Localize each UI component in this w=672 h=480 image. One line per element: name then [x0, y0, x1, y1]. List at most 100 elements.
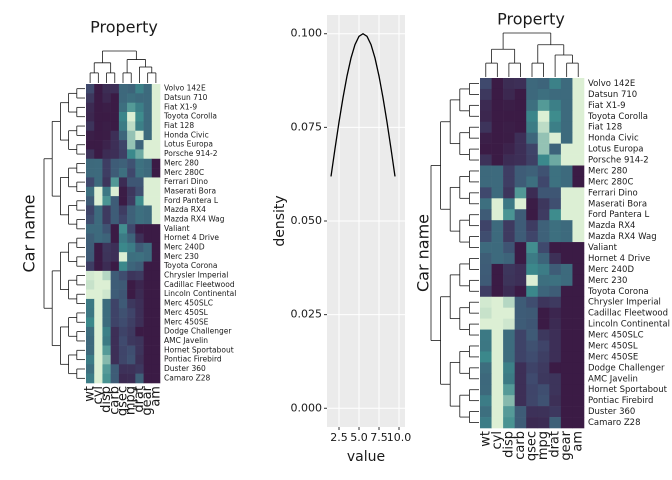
heatmap-cell — [549, 198, 562, 210]
heatmap-cell — [143, 317, 153, 328]
heatmap-cell — [135, 112, 144, 122]
heatmap-cell — [86, 149, 95, 160]
heatmap-cell — [514, 263, 527, 276]
heatmap-cell — [127, 270, 136, 281]
heatmap-cell — [526, 296, 539, 308]
heatmap-cell — [537, 110, 550, 123]
heatmap-cell — [86, 186, 95, 197]
heatmap-cell — [151, 242, 161, 253]
heatmap-cell — [560, 143, 573, 155]
heatmap-cell — [549, 253, 562, 265]
heatmap-cell — [491, 209, 504, 221]
heatmap-cell — [94, 168, 103, 178]
heatmap-cell — [526, 242, 539, 254]
column-label: gear — [140, 385, 155, 415]
heatmap-cell — [572, 88, 585, 101]
column-label: qsec — [525, 431, 540, 461]
heatmap-cell — [86, 317, 95, 328]
row-label: Honda Civic — [164, 130, 209, 139]
heatmap-cell — [503, 318, 515, 330]
row-label: Volvo 142E — [164, 84, 206, 93]
heatmap-cell — [549, 362, 562, 374]
heatmap-cell — [491, 253, 504, 265]
heatmap-cell — [118, 214, 128, 225]
row-label: Fiat X1-9 — [588, 101, 626, 111]
heatmap-cell — [151, 102, 161, 113]
heatmap-cell — [110, 84, 120, 94]
row-label: Ferrari Dino — [588, 188, 638, 198]
heatmap-cell — [491, 329, 504, 341]
heatmap-cell — [110, 298, 120, 309]
heatmap-cell — [118, 289, 128, 300]
heatmap-cell — [102, 336, 111, 346]
heatmap-cell — [94, 270, 103, 281]
heatmap-cell — [127, 84, 136, 94]
heatmap-cell — [526, 78, 539, 90]
heatmap-cell — [143, 261, 153, 272]
heatmap-cell — [480, 329, 492, 341]
heatmap-cell — [491, 307, 504, 319]
heatmap-cell — [480, 220, 492, 232]
row-label: Hornet Sportabout — [588, 385, 668, 395]
heatmap-cell — [480, 373, 492, 385]
heatmap-cell — [110, 289, 120, 300]
heatmap-cell — [480, 99, 492, 112]
heatmap-cell — [560, 351, 573, 363]
heatmap-cell — [503, 296, 515, 308]
row-label: Duster 360 — [588, 407, 635, 417]
heatmap-cell — [143, 112, 153, 122]
heatmap-cell — [514, 384, 527, 396]
heatmap-cell — [503, 220, 515, 232]
heatmap-cell — [549, 263, 562, 276]
heatmap-cell — [572, 340, 585, 352]
heatmap-cell — [572, 329, 585, 341]
heatmap-cell — [537, 373, 550, 385]
heatmap-cell — [118, 121, 128, 132]
heatmap-cell — [537, 220, 550, 232]
row-label: Ford Pantera L — [164, 196, 219, 205]
heatmap-cell — [503, 176, 515, 188]
heatmap-cell — [102, 298, 111, 309]
heatmap-cell — [572, 242, 585, 254]
heatmap-cell — [549, 231, 562, 243]
heatmap-cell — [549, 242, 562, 254]
heatmap-cell — [127, 149, 136, 160]
heatmap-cell — [514, 307, 527, 319]
heatmap-cell — [135, 140, 144, 150]
heatmap-cell — [102, 196, 111, 206]
heatmap-cell — [102, 373, 111, 384]
heatmap-cell — [560, 263, 573, 276]
heatmap-cell — [560, 384, 573, 396]
heatmap-cell — [549, 351, 562, 363]
heatmap-cell — [526, 165, 539, 177]
heatmap-cell — [537, 417, 550, 429]
heatmap-cell — [127, 112, 136, 122]
row-label: Cadillac Fleetwood — [164, 280, 235, 289]
heatmap-cell — [86, 354, 95, 365]
heatmap-cell — [503, 78, 515, 90]
heatmap-cell — [526, 263, 539, 276]
heatmap-cell — [503, 121, 515, 133]
row-label: Merc 450SL — [588, 341, 638, 351]
heatmap-cell — [86, 280, 95, 290]
heatmap-cell — [514, 220, 527, 232]
heatmap-cell — [143, 364, 153, 374]
heatmap-cell — [480, 253, 492, 265]
heatmap-cell — [118, 196, 128, 206]
heatmap-cell — [86, 196, 95, 206]
heatmap-cell — [514, 417, 527, 429]
column-label: qsec — [116, 386, 131, 416]
heatmap-cell — [151, 214, 161, 225]
heatmap-cell — [514, 318, 527, 330]
heatmap-cell — [135, 298, 144, 309]
heatmap-cell — [491, 154, 504, 166]
heatmap-cell — [118, 158, 128, 169]
heatmap-cell — [503, 285, 515, 298]
heatmap-cell — [127, 364, 136, 374]
row-label: Valiant — [164, 224, 190, 233]
heatmap-cell — [537, 231, 550, 243]
heatmap-cell — [118, 261, 128, 272]
heatmap-cell — [572, 154, 585, 166]
heatmap-title: Property — [497, 10, 565, 29]
heatmap-cell — [86, 298, 95, 309]
